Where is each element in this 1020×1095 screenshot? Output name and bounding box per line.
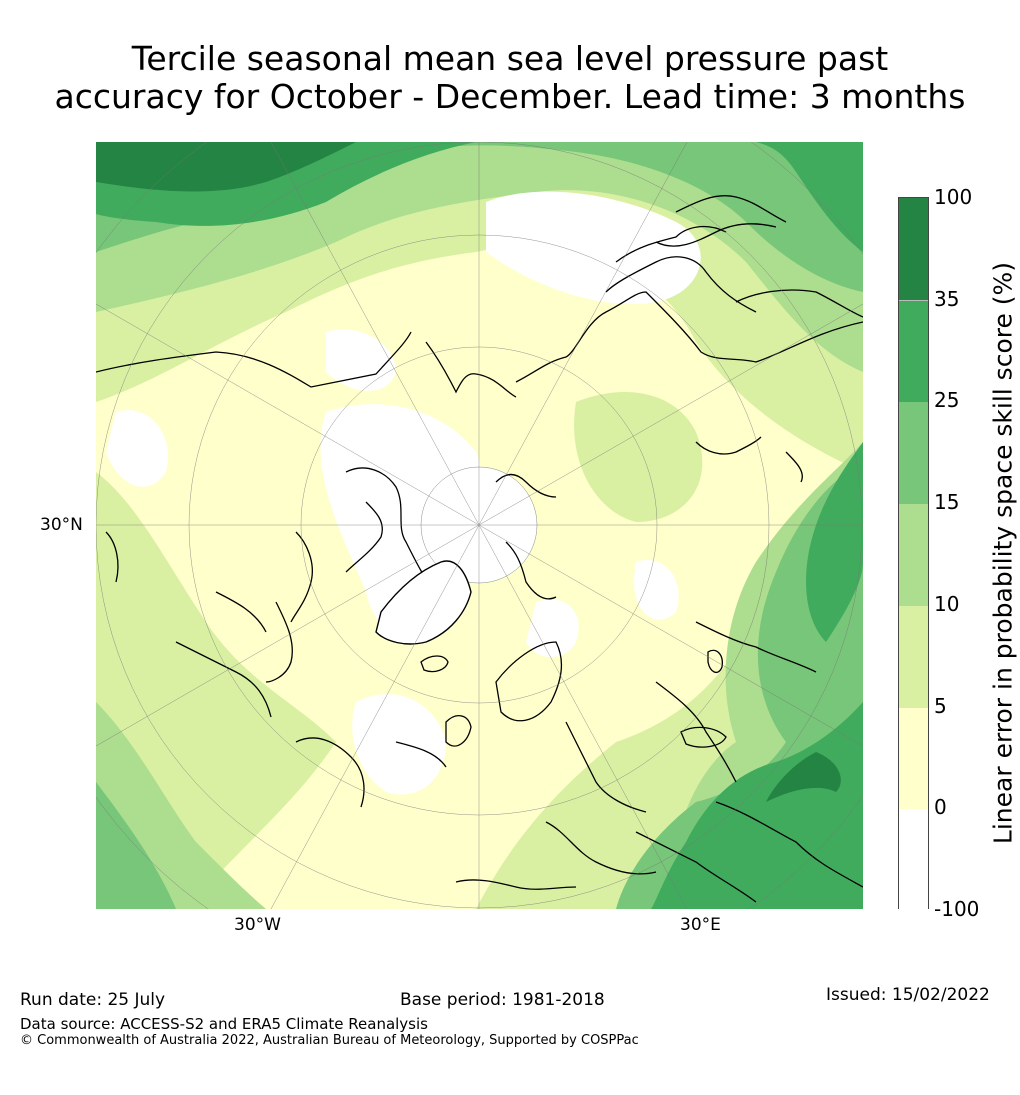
colorbar-bin	[899, 299, 928, 403]
iceland	[420, 655, 449, 673]
title-line-1: Tercile seasonal mean sea level pressure…	[131, 39, 889, 78]
colorbar-title-text: Linear error in probability space skill …	[988, 261, 1018, 845]
graticule	[96, 142, 863, 909]
colorbar-bin	[899, 198, 928, 300]
colorbar-tick-label: 0	[934, 795, 947, 820]
title-line-2: accuracy for October - December. Lead ti…	[54, 77, 966, 116]
copyright: © Commonwealth of Australia 2022, Austra…	[20, 1033, 639, 1048]
colorbar-bin	[899, 604, 928, 708]
colorbar-tick-label: 10	[934, 591, 960, 616]
chart-title: Tercile seasonal mean sea level pressure…	[0, 40, 1020, 116]
greenland	[375, 560, 472, 645]
coastlines	[96, 195, 863, 903]
colorbar-bin	[899, 706, 928, 810]
colorbar-bin	[899, 808, 928, 911]
british-isles	[445, 715, 472, 747]
data-source: Data source: ACCESS-S2 and ERA5 Climate …	[20, 1015, 428, 1033]
colorbar-tick-label: -100	[934, 897, 980, 921]
colorbar	[898, 197, 929, 911]
lat-label-30n: 30°N	[40, 515, 83, 535]
colorbar-tick-label: 100	[934, 185, 973, 209]
black-sea	[680, 726, 727, 748]
base-period: Base period: 1981-2018	[400, 990, 605, 1010]
colorbar-tick-label: 25	[934, 388, 960, 413]
lon-label-30w: 30°W	[234, 915, 281, 935]
colorbar-bin	[899, 401, 928, 505]
caspian-sea	[707, 649, 723, 674]
colorbar-bin	[899, 503, 928, 606]
colorbar-tick-label: 5	[934, 693, 947, 718]
issued-date: Issued: 15/02/2022	[826, 985, 990, 1005]
colorbar-tick-label: 35	[934, 286, 960, 311]
lon-label-30e: 30°E	[680, 915, 721, 935]
polar-map	[96, 142, 863, 909]
run-date: Run date: 25 July	[20, 990, 166, 1010]
colorbar-tick-label: 15	[934, 490, 960, 515]
